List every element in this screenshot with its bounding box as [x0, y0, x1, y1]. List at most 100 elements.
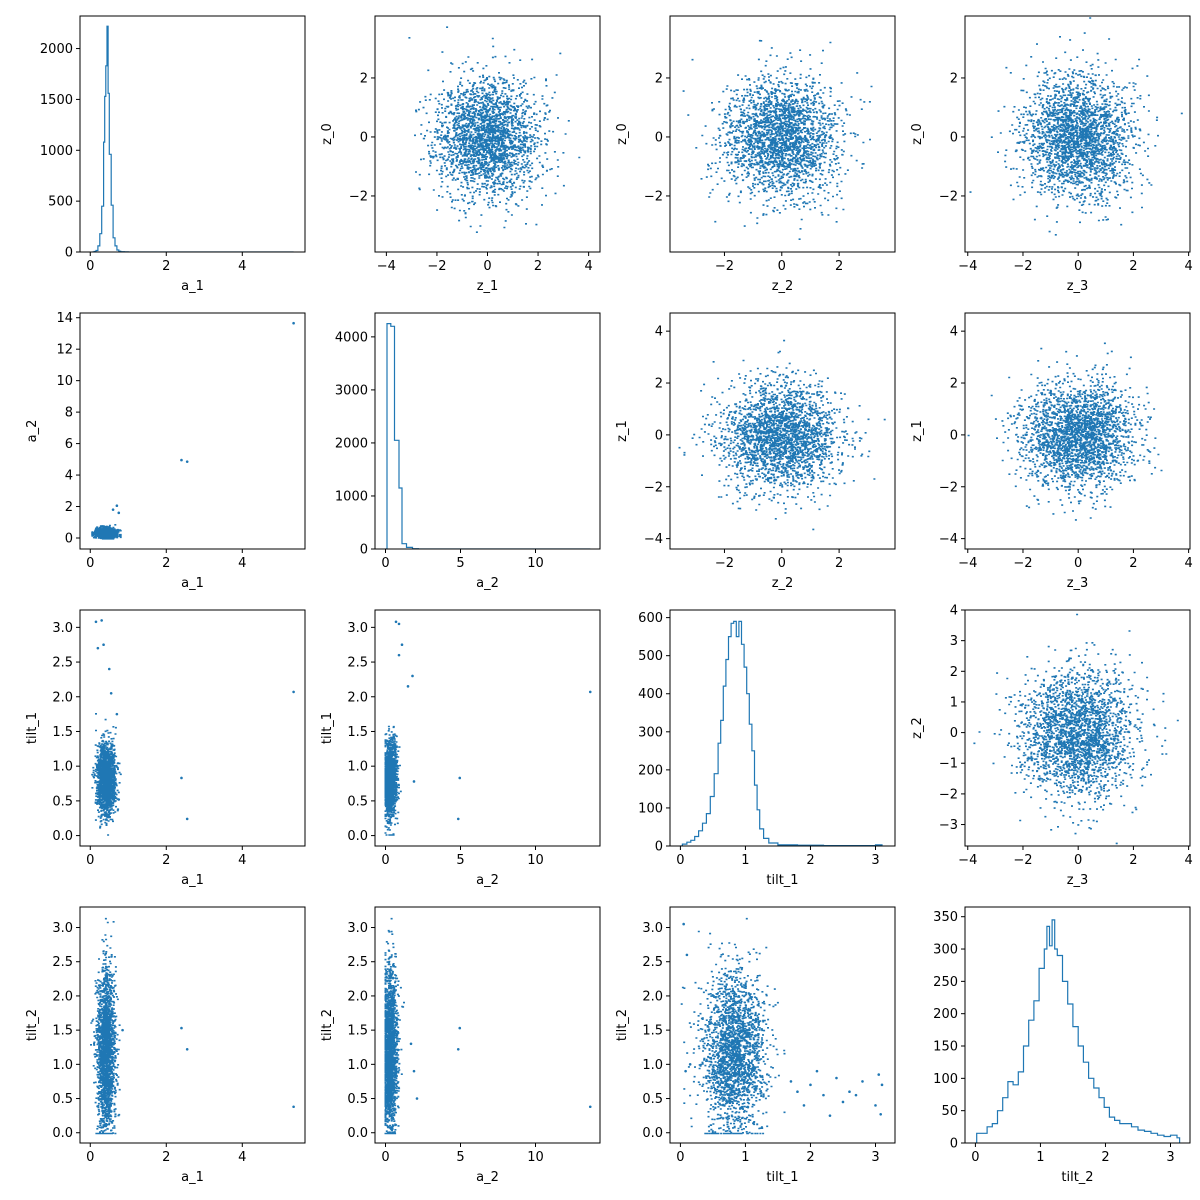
x-axis-label: z_2	[772, 576, 794, 591]
y-axis-label: z_0	[615, 123, 630, 145]
axes-frame	[374, 906, 601, 1144]
x-tick-label: 0	[381, 1150, 389, 1165]
x-tick-label: 0	[86, 259, 94, 274]
y-tick-label: 0	[950, 726, 958, 741]
x-tick-label: 2	[835, 259, 843, 274]
y-tick-label: 2.5	[642, 955, 663, 970]
y-tick-label: 2	[655, 71, 663, 86]
y-tick-label: 400	[638, 687, 663, 702]
plot-area-p20	[91, 619, 295, 836]
x-tick-label: 2	[1129, 853, 1137, 868]
scatter-point	[682, 922, 685, 926]
y-tick-label: 0	[65, 246, 73, 261]
scatter-cloud-p03	[969, 17, 1183, 236]
y-tick-label: 10	[56, 374, 73, 389]
scatter-point	[180, 458, 183, 462]
panel-p10: 0 2 4 0 2 4 6 8 10 12 14 a_1 a_2	[25, 311, 306, 591]
scatter-cloud-p21	[384, 725, 402, 836]
histogram-step-p22	[680, 620, 883, 846]
scatter-point	[458, 776, 462, 780]
plot-area-p22	[680, 620, 883, 846]
plot-area-p11	[385, 323, 591, 549]
plot-area-p31	[384, 917, 592, 1135]
x-tick-label: 0	[778, 556, 786, 571]
scatter-point	[854, 1093, 858, 1097]
panel-p31: 0 5 10 0.0 0.5 1.0 1.5 2.0 2.5 3.0 a_2 tilt_2	[320, 906, 601, 1185]
y-tick-label: 4000	[335, 330, 368, 345]
y-axis-label: tilt_2	[615, 1009, 630, 1041]
x-axis-label: z_1	[477, 279, 499, 294]
x-tick-label: 2	[806, 853, 814, 868]
x-tick-label: 0	[483, 259, 491, 274]
scatter-point	[109, 691, 113, 695]
y-tick-label: 3000	[335, 383, 368, 398]
y-tick-label: 2	[65, 500, 73, 515]
y-tick-label: 1	[950, 695, 958, 710]
scatter-point	[877, 1073, 881, 1076]
panel-p20: 0 2 4 0.0 0.5 1.0 1.5 2.0 2.5 3.0 a_1 tilt_1	[25, 609, 306, 888]
x-tick-label: 2	[835, 556, 843, 571]
y-tick-label: 600	[638, 611, 663, 626]
scatter-point	[685, 953, 689, 957]
axes-frame	[964, 312, 1191, 550]
scatter-point	[796, 1090, 799, 1093]
scatter-point	[874, 1104, 877, 1107]
axes-frame	[79, 906, 306, 1144]
y-axis-label: z_1	[615, 420, 630, 442]
x-tick-label: −2	[1013, 556, 1032, 571]
x-tick-label: 2	[1129, 556, 1137, 571]
panel-p23: −4 −2 0 2 4 −3 −2 −1 0 1 2 3 4 z_3 z_2	[910, 604, 1193, 889]
x-tick-label: 4	[1184, 853, 1192, 868]
scatter-point	[861, 1080, 864, 1083]
y-tick-label: −2	[939, 480, 958, 495]
scatter-point	[848, 1090, 851, 1093]
scatter-point	[409, 1042, 413, 1046]
y-tick-label: 1000	[40, 144, 73, 159]
y-tick-label: 3	[950, 634, 958, 649]
scatter-point	[588, 1105, 592, 1109]
x-axis-label: a_1	[181, 279, 204, 294]
y-tick-label: 1500	[40, 93, 73, 108]
scatter-cloud-p12	[678, 339, 886, 531]
y-tick-label: 500	[48, 195, 73, 210]
scatter-cloud-p10	[91, 524, 122, 540]
y-axis-label: z_2	[910, 717, 925, 739]
axes-frame	[374, 312, 601, 550]
scatter-point	[94, 620, 98, 624]
scatter-point	[822, 1093, 825, 1097]
x-axis-label: tilt_1	[766, 873, 798, 888]
x-tick-label: 5	[456, 556, 464, 571]
y-tick-label: 14	[56, 311, 73, 326]
x-tick-label: −2	[1013, 853, 1032, 868]
scatter-point	[117, 511, 121, 515]
y-axis-label: a_2	[25, 420, 40, 443]
y-tick-label: 0.0	[642, 1126, 663, 1141]
x-axis-label: a_2	[476, 873, 499, 888]
y-tick-label: 4	[950, 604, 958, 619]
x-tick-label: −2	[715, 556, 734, 571]
y-tick-label: 200	[638, 763, 663, 778]
y-tick-label: 2000	[335, 436, 368, 451]
x-tick-label: 4	[238, 556, 246, 571]
panel-p33: 0 1 2 3 0 50 100 150 200 250 300 350 tilt_2	[933, 906, 1191, 1185]
scatter-cloud-p13	[967, 342, 1163, 521]
x-tick-label: 3	[871, 853, 879, 868]
x-tick-label: 2	[162, 853, 170, 868]
x-tick-label: −2	[1013, 259, 1032, 274]
y-tick-label: 1.0	[642, 1058, 663, 1073]
y-tick-label: 8	[65, 406, 73, 421]
panel-p13: −4 −2 0 2 4 −4 −2 0 2 4 z_3 z_1	[910, 312, 1193, 591]
x-tick-label: 0	[1074, 853, 1082, 868]
x-tick-label: −4	[377, 259, 396, 274]
x-tick-label: 0	[381, 853, 389, 868]
scatter-point	[415, 1097, 419, 1100]
y-tick-label: 2000	[40, 42, 73, 57]
x-tick-label: 4	[238, 259, 246, 274]
y-tick-label: 1000	[335, 489, 368, 504]
scatter-point	[684, 1069, 687, 1073]
y-tick-label: 300	[638, 725, 663, 740]
scatter-point	[115, 712, 119, 716]
histogram-step-p11	[385, 323, 591, 549]
scatter-point	[789, 1080, 793, 1083]
